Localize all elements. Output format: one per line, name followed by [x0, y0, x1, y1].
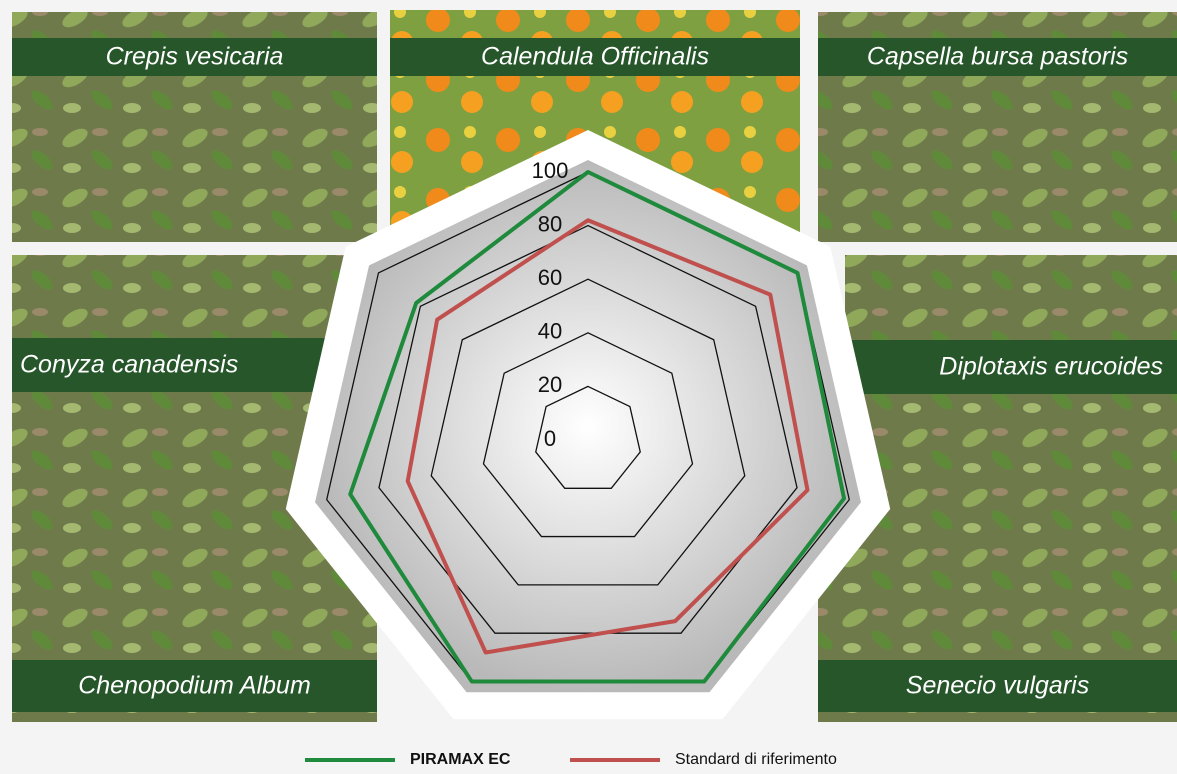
grid-ring	[430, 278, 746, 586]
radar-area	[315, 160, 861, 693]
tick-label: 60	[538, 265, 562, 290]
series-line	[405, 218, 810, 655]
category-label: Diplotaxis erucoides	[939, 353, 1163, 381]
series-line	[348, 170, 847, 684]
label-bar	[818, 660, 1177, 712]
category-label: Calendula Officinalis	[481, 43, 709, 71]
label-bar	[12, 660, 377, 712]
category-label: Conyza canadensis	[20, 351, 238, 379]
category-label: Senecio vulgaris	[906, 672, 1089, 700]
category-label: Chenopodium Album	[78, 672, 311, 700]
label-bar	[818, 38, 1177, 76]
category-label: Crepis vesicaria	[106, 43, 284, 71]
legend-label: Standard di riferimento	[675, 751, 837, 768]
label-bar	[845, 340, 1177, 394]
grid-ring	[378, 224, 798, 634]
tick-label: 40	[538, 319, 562, 344]
category-label: Capsella bursa pastoris	[867, 43, 1128, 71]
tick-label: 20	[538, 372, 562, 397]
radar: 0 20 40 60 80 100	[285, 130, 891, 720]
photo-panels: Calendula Officinalis Capsella bursa past…	[12, 10, 1177, 722]
tick-label: 0	[544, 426, 556, 451]
grid-ring	[535, 385, 641, 489]
label-bar	[12, 338, 362, 392]
legend: PIRAMAX EC Standard di riferimento	[305, 751, 837, 768]
grid-ring	[482, 332, 694, 538]
label-bar	[12, 38, 377, 76]
legend-label: PIRAMAX EC	[410, 751, 511, 768]
tick-label: 100	[532, 158, 569, 183]
label-bar	[390, 38, 800, 76]
tick-label: 80	[538, 211, 562, 236]
